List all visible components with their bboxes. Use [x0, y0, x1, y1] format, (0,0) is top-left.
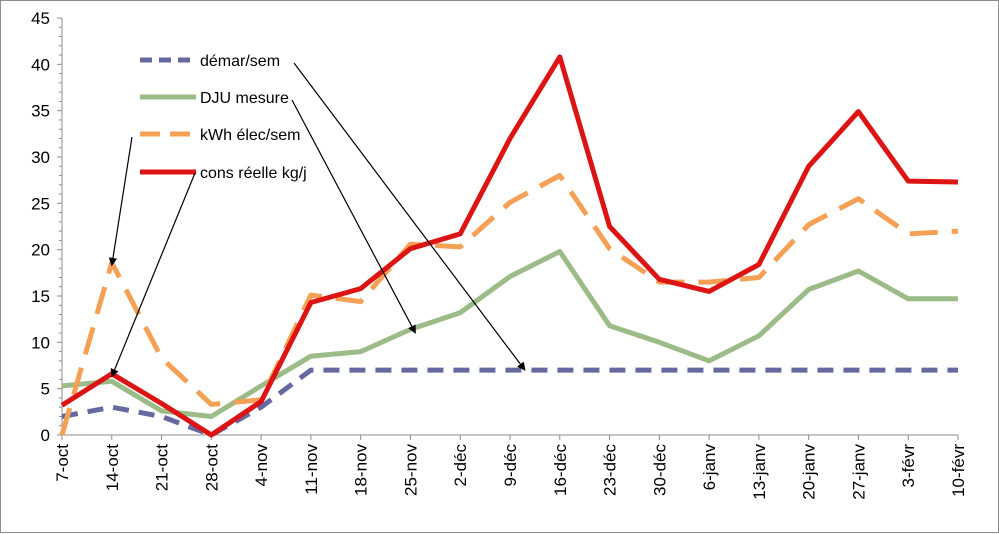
legend-arrows — [108, 62, 526, 378]
y-tick-label: 0 — [41, 426, 50, 445]
y-tick-label: 25 — [31, 194, 50, 213]
x-axis-ticks: 7-oct 14-oct 21-oct 28-oct 4-nov 11-nov 18-nov… — [53, 435, 968, 500]
y-tick-label: 20 — [31, 241, 50, 260]
x-tick-label: 7-oct — [53, 444, 72, 482]
x-tick-label: 2-déc — [451, 444, 470, 487]
series-lines — [59, 54, 959, 438]
y-tick-label: 40 — [31, 55, 50, 74]
series-line-0 — [61, 367, 958, 438]
x-tick-label: 13-janv — [750, 444, 769, 500]
legend-label: démar/sem — [200, 53, 280, 70]
y-tick-label: 15 — [31, 287, 50, 306]
x-tick-label: 6-janv — [700, 444, 719, 491]
x-tick-label: 27-janv — [849, 444, 868, 500]
annotation-arrow — [293, 62, 526, 371]
y-tick-label: 35 — [31, 102, 50, 121]
annotation-arrow — [291, 99, 416, 334]
legend-label: DJU mesure — [200, 90, 289, 107]
x-tick-label: 16-déc — [551, 444, 570, 496]
x-tick-label: 14-oct — [103, 444, 122, 492]
x-tick-label: 20-janv — [800, 444, 819, 500]
y-tick-label: 5 — [41, 380, 50, 399]
y-tick-label: 10 — [31, 333, 50, 352]
annotation-arrow — [110, 172, 196, 378]
legend-label: kWh élec/sem — [200, 127, 300, 144]
y-tick-label: 30 — [31, 148, 50, 167]
y-tick-label: 45 — [31, 9, 50, 28]
series-line-2 — [59, 173, 959, 436]
annotation-arrow — [108, 136, 133, 267]
x-tick-label: 3-févr — [899, 444, 918, 488]
series-line-1 — [61, 249, 958, 419]
legend-label: cons réelle kg/j — [200, 165, 307, 182]
x-tick-label: 23-déc — [601, 444, 620, 496]
series-line-3 — [60, 54, 959, 438]
legend: démar/sem DJU mesure kWh élec/sem cons réel… — [140, 53, 307, 182]
x-tick-label: 28-oct — [202, 444, 221, 492]
x-tick-label: 18-nov — [352, 444, 371, 496]
y-axis-ticks: 0 5 10 15 20 25 30 35 40 45 — [31, 9, 62, 445]
x-tick-label: 30-déc — [650, 444, 669, 496]
x-tick-label: 21-oct — [153, 444, 172, 492]
x-tick-label: 4-nov — [252, 444, 271, 487]
x-tick-label: 11-nov — [302, 444, 321, 495]
x-tick-label: 9-déc — [501, 444, 520, 487]
x-tick-label: 10-févr — [949, 444, 968, 497]
x-tick-label: 25-nov — [401, 444, 420, 496]
